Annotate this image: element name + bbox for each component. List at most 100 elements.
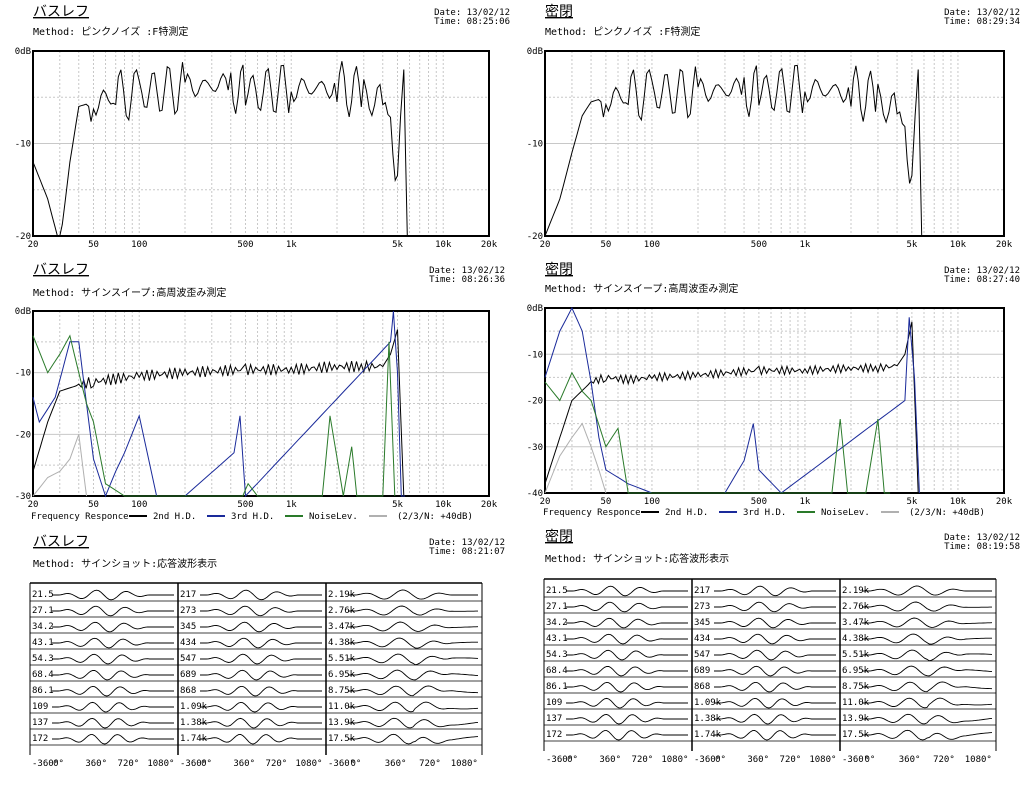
burst-frequency-label: 6.95k [842,666,870,676]
x-tick-label: 5k [392,240,403,250]
y-tick-label: -10 [527,140,543,150]
time-label: Time: 08:29:34 [944,17,1020,27]
panel-title: 密閉 [545,261,573,278]
phase-tick-label: 360° [899,755,921,765]
series-frequency-responce [544,64,923,237]
burst-frequency-label: 3.47k [328,622,356,632]
x-tick-label: 20k [481,240,498,250]
burst-frequency-label: 2.19k [842,586,870,596]
burst-waveform [862,585,992,596]
method-label: Method: サインショット:応答波形表示 [33,557,217,570]
x-tick-label: 100 [644,240,660,250]
burst-frequency-label: 689 [180,670,196,680]
burst-waveform [714,730,836,741]
x-tick-label: 500 [751,497,767,507]
y-tick-label: -20 [527,232,543,242]
burst-waveform [862,649,993,662]
method-label: Method: ピンクノイズ :F特測定 [33,25,188,38]
y-tick-label: -10 [15,140,31,150]
burst-waveform [200,734,322,745]
series-2nd-h-d- [32,310,405,498]
x-tick-label: 5k [906,240,917,250]
y-tick-label: -30 [527,443,543,453]
x-tick-label: 1k [286,240,297,250]
series-noiselev- [544,422,607,494]
x-tick-label: 50 [600,240,611,250]
burst-waveform [566,633,688,645]
phase-tick-label: 1080° [661,755,688,765]
phase-tick-label: 360° [599,755,621,765]
phase-tick-label: 720° [118,759,140,769]
phase-tick-label: 720° [419,759,441,769]
phase-tick-label: 720° [780,755,802,765]
burst-waveform [714,681,836,693]
burst-frequency-label: 1.38k [694,714,722,724]
burst-frequency-label: 1.74k [694,730,722,740]
burst-waveform [348,701,479,713]
burst-waveform [566,649,688,661]
burst-panel: 21.5 27.1 34.2 43.1 54.3 68.4 86.1 109 137 172 -36… [543,578,997,765]
x-tick-label: 1k [800,240,811,250]
burst-waveform [714,617,836,629]
burst-frequency-label: 172 [32,734,48,744]
time-label: Time: 08:25:06 [434,17,510,27]
x-tick-label: 500 [237,240,253,250]
y-tick-label: -20 [15,430,31,440]
burst-waveform [714,601,836,613]
burst-waveform [348,653,479,666]
burst-waveform [566,681,688,693]
burst-waveform [862,601,992,612]
x-tick-label: 10k [435,500,452,510]
burst-waveform [862,729,993,741]
date-label: Date: 13/02/12 [434,8,510,18]
series-noiselev- [32,434,87,497]
method-label: Method: サインスイープ:高周波歪み測定 [33,286,226,299]
x-tick-label: 20 [28,240,39,250]
x-tick-label: 1k [800,497,811,507]
phase-tick-label: 0° [350,759,361,769]
burst-frequency-label: 137 [546,714,562,724]
panel-title: バスレフ [33,262,89,278]
x-tick-label: 100 [644,497,660,507]
burst-frequency-label: 21.5 [546,586,568,596]
y-tick-label: 0dB [15,47,31,57]
method-label: Method: ピンクノイズ :F特測定 [545,25,700,38]
burst-waveform [348,605,478,616]
burst-frequency-label: 86.1 [32,686,54,696]
x-tick-label: 100 [131,500,147,510]
burst-waveform [200,669,322,681]
phase-tick-label: 0° [201,759,212,769]
burst-waveform [348,669,479,681]
y-tick-label: -30 [15,492,31,502]
x-tick-label: 50 [88,240,99,250]
legend-label-fr: Frequency Responce [31,512,129,522]
x-tick-label: 1k [286,500,297,510]
burst-frequency-label: 21.5 [32,590,54,600]
burst-frequency-label: 172 [546,730,562,740]
burst-waveform [200,717,322,729]
panel-title: バスレフ [33,4,89,20]
burst-waveform [714,585,836,597]
phase-tick-label: -360° [694,755,721,765]
y-tick-label: -20 [527,397,543,407]
burst-panel: 21.5 27.1 34.2 43.1 54.3 68.4 86.1 109 137 172 -36… [29,582,483,769]
burst-waveform [52,734,174,745]
burst-waveform [566,601,688,613]
burst-waveform [348,589,478,600]
panel-title: バスレフ [33,534,89,550]
burst-waveform [566,617,688,629]
phase-tick-label: 0° [864,755,875,765]
burst-waveform [566,665,688,677]
burst-waveform [200,589,322,601]
burst-frequency-label: 109 [32,702,48,712]
phase-tick-label: 1080° [295,759,322,769]
time-label: Time: 08:26:36 [429,275,505,285]
x-tick-label: 20k [996,240,1013,250]
phase-tick-label: -360° [180,759,207,769]
burst-frequency-label: 109 [546,698,562,708]
x-tick-label: 20 [28,500,39,510]
burst-frequency-label: 43.1 [546,634,568,644]
burst-waveform [52,637,174,649]
